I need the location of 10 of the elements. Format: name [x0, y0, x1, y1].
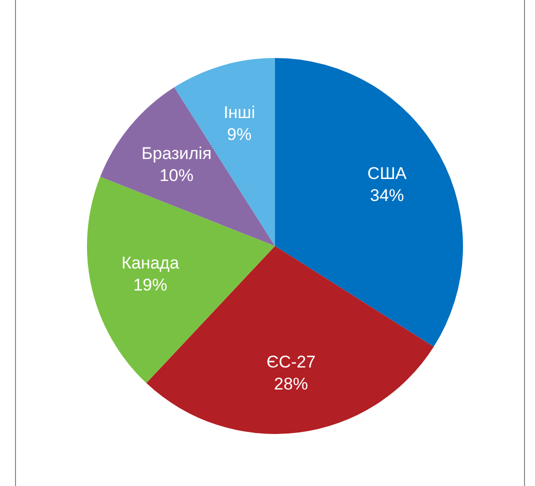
data-label: 34% — [370, 186, 404, 206]
slice-label: Бразилія — [141, 144, 212, 164]
data-label: 28% — [274, 374, 308, 394]
data-label: 19% — [133, 276, 168, 295]
data-label: 10% — [159, 166, 194, 186]
slice-label: США — [367, 164, 408, 184]
slice-label: Інші — [224, 102, 256, 122]
slice-label: ЄС-27 — [266, 352, 316, 372]
data-label: 9% — [227, 124, 252, 144]
slice-label: Канада — [121, 254, 180, 273]
